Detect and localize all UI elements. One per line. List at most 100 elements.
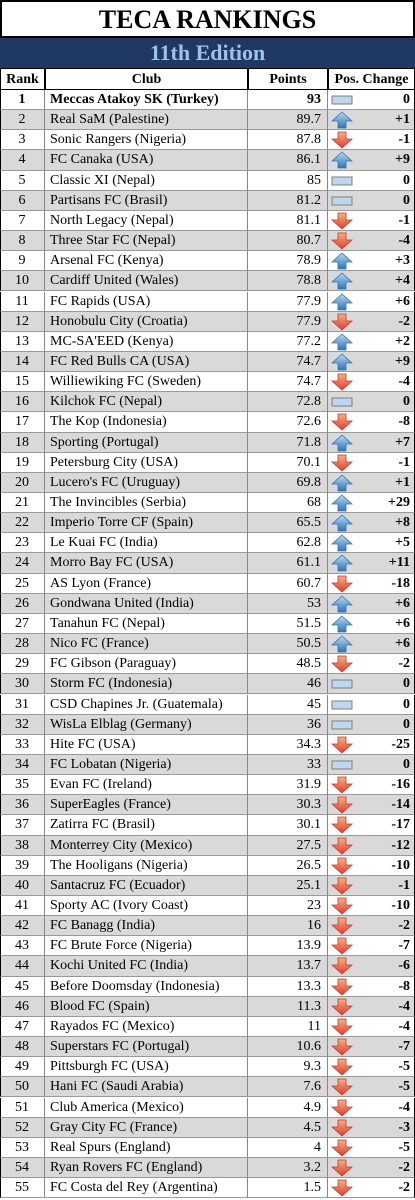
points: 13.7: [248, 956, 328, 977]
position-change: +6: [395, 636, 410, 652]
rank: 25: [0, 573, 45, 594]
club: Hite FC (USA): [45, 734, 248, 755]
points: 9.3: [248, 1057, 328, 1078]
position-change: -1: [398, 212, 410, 228]
change-icon: [330, 1078, 354, 1096]
club: SuperEagles (France): [45, 795, 248, 816]
rank: 48: [0, 1037, 45, 1058]
position-change: -2: [398, 656, 410, 672]
rank: 40: [0, 875, 45, 896]
points: 46: [248, 674, 328, 695]
position-change: -1: [398, 454, 410, 470]
club: Sporty AC (Ivory Coast): [45, 896, 248, 917]
club: FC Banagg (India): [45, 916, 248, 937]
change-icon: [330, 333, 354, 351]
change-icon: [330, 615, 354, 633]
club: FC Gibson (Paraguay): [45, 654, 248, 675]
change-icon: [330, 212, 354, 230]
points: 27.5: [248, 835, 328, 856]
club: Rayados FC (Mexico): [45, 1016, 248, 1038]
points: 30.3: [248, 795, 328, 816]
position-change: +9: [395, 353, 410, 369]
points: 53: [248, 593, 328, 614]
change-icon: [330, 1058, 354, 1076]
points: 4: [248, 1137, 328, 1158]
rank: 46: [0, 996, 45, 1017]
change-icon: [330, 635, 354, 653]
club: FC Canaka (USA): [45, 150, 248, 171]
rank: 4: [0, 150, 45, 171]
change-icon: [330, 736, 354, 754]
rank: 20: [0, 472, 45, 493]
club: Zatirra FC (Brasil): [45, 815, 248, 836]
position-change: 0: [403, 192, 410, 208]
position-change: +7: [395, 434, 410, 450]
points: 50.5: [248, 634, 328, 655]
position-change: -7: [398, 1039, 410, 1055]
rank: 21: [0, 493, 45, 514]
change-icon: [330, 575, 354, 593]
change-icon: [330, 595, 354, 613]
position-change: -7: [398, 938, 410, 954]
club: Before Doomsday (Indonesia): [45, 976, 248, 997]
points: 7.6: [248, 1077, 328, 1098]
rank: 52: [0, 1117, 45, 1138]
change-icon: [330, 1119, 354, 1137]
rank: 26: [0, 593, 45, 614]
change-icon: [330, 957, 354, 975]
rank: 1: [0, 90, 45, 111]
points: 1.5: [248, 1178, 328, 1199]
rank: 11: [0, 291, 45, 312]
club: CSD Chapines Jr. (Guatemala): [45, 694, 248, 715]
change-icon: [331, 675, 353, 693]
club: Williewiking FC (Sweden): [45, 372, 248, 393]
points: 13.3: [248, 976, 328, 997]
club: Kilchok FC (Nepal): [45, 392, 248, 413]
position-change: +1: [395, 112, 410, 128]
column-header: Pos. Change: [328, 68, 415, 90]
rank: 13: [0, 331, 45, 352]
rank: 2: [0, 110, 45, 131]
club: Monterrey City (Mexico): [45, 835, 248, 856]
position-change: +3: [395, 253, 410, 269]
column-header: Points: [248, 68, 328, 90]
points: 4.9: [248, 1097, 328, 1118]
change-icon: [330, 1099, 354, 1117]
rank: 23: [0, 533, 45, 554]
position-change: -3: [398, 1119, 410, 1135]
position-change: -2: [398, 1180, 410, 1196]
change-icon: [330, 514, 354, 532]
change-icon: [330, 857, 354, 875]
club: Ryan Rovers FC (England): [45, 1157, 248, 1179]
position-change: -16: [391, 777, 410, 793]
subtitle: 11th Edition: [0, 38, 415, 68]
position-change: -10: [391, 898, 410, 913]
change-icon: [330, 413, 354, 431]
position-change: -2: [398, 313, 410, 329]
points: 72.6: [248, 412, 328, 433]
club: Gondwana United (India): [45, 593, 248, 614]
club: FC Lobatan (Nigeria): [45, 754, 248, 776]
club: Tanahun FC (Nepal): [45, 613, 248, 635]
position-change: 0: [403, 676, 410, 692]
change-icon: [330, 111, 354, 129]
points: 65.5: [248, 513, 328, 534]
position-change: +1: [395, 474, 410, 490]
change-icon: [331, 696, 353, 714]
points: 3.2: [248, 1157, 328, 1179]
change-icon: [331, 91, 353, 109]
club: Kochi United FC (India): [45, 956, 248, 977]
rank: 17: [0, 412, 45, 433]
rank: 45: [0, 976, 45, 997]
club: AS Lyon (France): [45, 573, 248, 594]
change-icon: [330, 917, 354, 935]
club: Santacruz FC (Ecuador): [45, 875, 248, 896]
club: The Kop (Indonesia): [45, 412, 248, 433]
change-icon: [330, 313, 354, 331]
club: North Legacy (Nepal): [45, 210, 248, 232]
position-change: 0: [403, 172, 410, 188]
change-icon: [330, 877, 354, 895]
club: FC Red Bulls CA (USA): [45, 351, 248, 373]
change-icon: [330, 978, 354, 996]
position-change: 0: [403, 92, 410, 107]
